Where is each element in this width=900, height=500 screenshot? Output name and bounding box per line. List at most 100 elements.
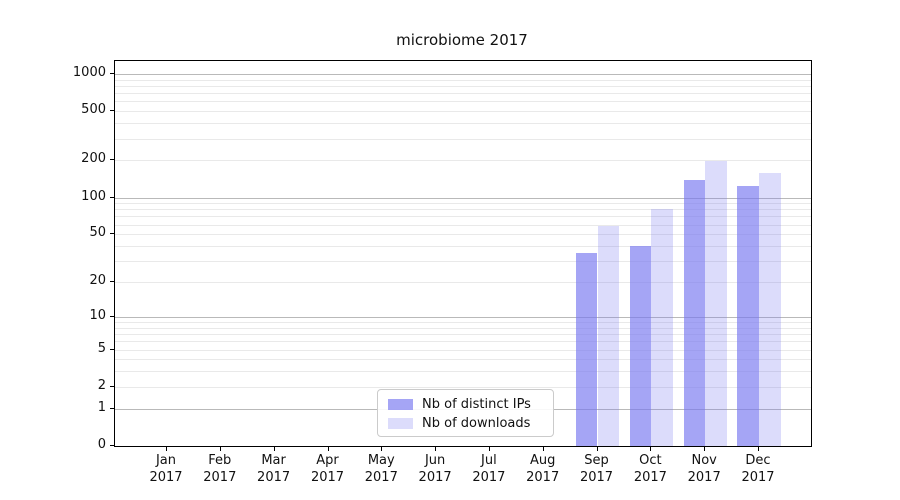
x-tick-month: Jan bbox=[155, 453, 177, 468]
x-tick-year: 2017 bbox=[472, 470, 506, 485]
x-tick-mark bbox=[488, 446, 490, 451]
y-tick-mark bbox=[110, 281, 114, 282]
x-tick-year: 2017 bbox=[364, 470, 398, 485]
legend: Nb of distinct IPs Nb of downloads bbox=[377, 389, 554, 437]
minor-gridline bbox=[115, 209, 811, 211]
minor-gridline bbox=[115, 138, 811, 140]
minor-gridline bbox=[115, 224, 811, 226]
x-tick-month: Dec bbox=[745, 453, 771, 468]
y-tick-label: 1 bbox=[97, 399, 106, 415]
x-tick-year: 2017 bbox=[257, 470, 291, 485]
y-tick-mark bbox=[110, 72, 114, 74]
minor-gridline bbox=[115, 349, 811, 351]
x-tick-month: Sep bbox=[584, 453, 609, 468]
legend-swatch-distinct-ips bbox=[388, 399, 413, 410]
minor-gridline bbox=[115, 334, 811, 335]
x-tick-label: Dec 2017 bbox=[726, 452, 790, 486]
x-tick-mark bbox=[273, 446, 275, 451]
minor-gridline bbox=[115, 282, 811, 283]
x-tick-year: 2017 bbox=[579, 470, 614, 485]
y-tick-label: 500 bbox=[81, 102, 106, 118]
x-tick-label: Feb 2017 bbox=[188, 452, 252, 486]
y-tick-mark bbox=[110, 348, 114, 350]
chart-title: microbiome 2017 bbox=[396, 31, 528, 49]
legend-entry-distinct-ips: Nb of distinct IPs bbox=[388, 395, 553, 414]
x-tick-label: Apr 2017 bbox=[296, 452, 360, 486]
x-tick-mark bbox=[704, 446, 706, 451]
y-tick-mark bbox=[110, 159, 114, 161]
y-tick-label: 0 bbox=[97, 437, 106, 452]
x-tick-label: Oct 2017 bbox=[618, 452, 682, 486]
minor-gridline bbox=[115, 111, 811, 113]
minor-gridline bbox=[115, 101, 811, 103]
minor-gridline bbox=[115, 327, 811, 329]
legend-entry-downloads: Nb of downloads bbox=[388, 414, 553, 433]
x-tick-year: 2017 bbox=[633, 470, 667, 485]
x-tick-mark bbox=[219, 446, 221, 451]
x-tick-month: Jun bbox=[424, 453, 446, 468]
minor-gridline bbox=[115, 160, 811, 162]
minor-gridline bbox=[115, 203, 811, 205]
minor-gridline bbox=[115, 85, 811, 87]
x-tick-year: 2017 bbox=[149, 470, 183, 485]
x-tick-year: 2017 bbox=[310, 470, 345, 485]
minor-gridline bbox=[115, 79, 811, 81]
minor-gridline bbox=[115, 246, 811, 247]
x-tick-mark bbox=[758, 446, 759, 451]
x-tick-year: 2017 bbox=[526, 470, 560, 485]
minor-gridline bbox=[115, 261, 811, 263]
bar-distinct-ips-sep bbox=[575, 253, 598, 446]
x-tick-month: Apr bbox=[316, 453, 339, 468]
x-tick-label: Nov 2017 bbox=[672, 452, 736, 486]
y-tick-label: 100 bbox=[81, 188, 106, 204]
y-tick-mark bbox=[110, 233, 114, 235]
plot-area: Nb of distinct IPs Nb of downloads bbox=[114, 60, 812, 447]
y-tick-label: 200 bbox=[81, 151, 106, 167]
minor-gridline bbox=[115, 322, 811, 323]
x-tick-month: Nov bbox=[691, 453, 717, 468]
minor-gridline bbox=[115, 386, 811, 388]
x-tick-mark bbox=[166, 446, 167, 451]
y-tick-label: 50 bbox=[89, 225, 106, 241]
major-gridline bbox=[115, 73, 811, 75]
y-tick-mark bbox=[110, 407, 114, 409]
minor-gridline bbox=[115, 371, 811, 373]
x-tick-label: Jun 2017 bbox=[403, 452, 467, 486]
y-tick-label: 1000 bbox=[72, 64, 106, 80]
bar-distinct-ips-dec bbox=[737, 186, 759, 446]
x-tick-label: Jul 2017 bbox=[457, 452, 521, 486]
x-tick-mark bbox=[381, 446, 383, 451]
x-tick-year: 2017 bbox=[203, 470, 237, 485]
bar-downloads-sep bbox=[597, 226, 620, 446]
bar-downloads-dec bbox=[759, 173, 781, 446]
y-tick-label: 2 bbox=[97, 377, 106, 393]
x-tick-mark bbox=[650, 446, 652, 451]
bar-distinct-ips-nov bbox=[683, 180, 706, 446]
major-gridline bbox=[115, 316, 811, 318]
y-tick-label: 5 bbox=[97, 340, 106, 356]
x-tick-mark bbox=[542, 446, 544, 451]
minor-gridline bbox=[115, 359, 811, 361]
x-tick-month: Aug bbox=[529, 453, 556, 468]
y-tick-mark bbox=[110, 445, 114, 446]
x-tick-mark bbox=[435, 446, 437, 451]
minor-gridline bbox=[115, 216, 811, 218]
x-tick-label: May 2017 bbox=[349, 452, 413, 486]
x-tick-month: Feb bbox=[208, 453, 232, 468]
legend-label-distinct-ips: Nb of distinct IPs bbox=[422, 397, 531, 412]
minor-gridline bbox=[115, 234, 811, 236]
y-tick-mark bbox=[110, 110, 114, 112]
x-tick-mark bbox=[596, 446, 598, 451]
legend-swatch-downloads bbox=[388, 418, 413, 429]
bar-downloads-oct bbox=[651, 209, 673, 446]
x-tick-month: Jul bbox=[481, 453, 497, 468]
x-tick-label: Sep 2017 bbox=[565, 452, 629, 486]
x-tick-label: Jan 2017 bbox=[134, 452, 198, 486]
major-gridline bbox=[115, 197, 811, 199]
y-tick-mark bbox=[110, 385, 114, 387]
x-tick-label: Mar 2017 bbox=[242, 452, 306, 486]
y-tick-label: 20 bbox=[89, 273, 106, 288]
y-tick-mark bbox=[110, 315, 114, 317]
x-tick-label: Aug 2017 bbox=[511, 452, 575, 486]
